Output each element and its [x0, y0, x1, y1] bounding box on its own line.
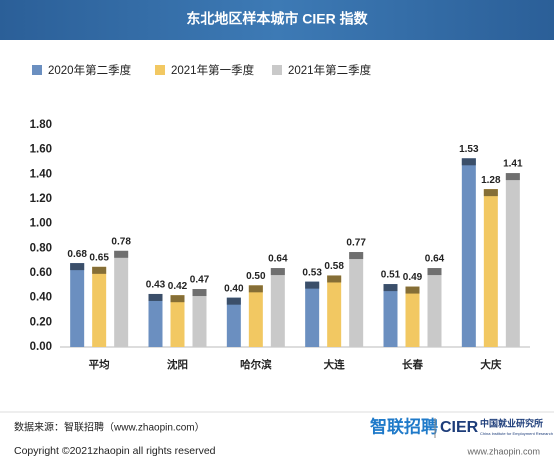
logo-cier-en: China Institute for Employment Research: [480, 431, 553, 436]
bar-cap: [170, 295, 185, 303]
bar: [505, 173, 520, 347]
y-tick-label: 1.80: [30, 119, 52, 131]
y-tick-label: 0.20: [30, 316, 52, 328]
bar: [405, 286, 420, 347]
bar: [461, 158, 476, 347]
bar: [427, 268, 442, 347]
bar: [148, 293, 163, 347]
bar-cap: [505, 173, 520, 181]
bar: [349, 252, 364, 347]
bar: [92, 266, 107, 347]
bar: [70, 263, 85, 347]
value-label: 0.40: [224, 283, 244, 294]
bar-cap: [270, 268, 285, 276]
value-label: 0.50: [246, 271, 266, 282]
legend-label: 2021年第一季度: [171, 63, 255, 77]
bar: [192, 289, 207, 347]
y-tick-label: 0.40: [30, 292, 52, 304]
source: 数据来源：智联招聘（www.zhaopin.com）: [14, 421, 205, 434]
value-label: 0.77: [346, 238, 366, 249]
x-tick-label: 平均: [89, 358, 110, 371]
value-label: 0.49: [403, 272, 423, 283]
copyright: Copyright ©2021zhaopin all rights reserv…: [14, 445, 216, 457]
bar: [483, 189, 498, 347]
value-label: 1.41: [503, 159, 523, 170]
bar: [170, 295, 185, 347]
x-tick-label: 沈阳: [167, 358, 188, 371]
bar-cap: [114, 250, 129, 258]
x-tick-label: 哈尔滨: [240, 358, 272, 371]
value-label: 0.64: [425, 254, 445, 265]
y-tick-label: 0.80: [30, 242, 52, 254]
value-label: 1.28: [481, 175, 501, 186]
legend-swatch: [32, 65, 42, 75]
value-label: 1.53: [459, 144, 479, 155]
value-label: 0.47: [190, 275, 210, 286]
bar: [248, 285, 263, 347]
value-label: 0.43: [146, 280, 166, 291]
bar: [114, 250, 129, 347]
legend-label: 2020年第二季度: [48, 63, 132, 77]
y-tick-label: 1.20: [30, 193, 52, 205]
bar-cap: [92, 266, 107, 274]
header-band: [0, 0, 554, 40]
bar-cap: [405, 286, 420, 294]
bar: [226, 297, 241, 347]
legend-label: 2021年第二季度: [288, 63, 372, 77]
chart-title: 东北地区样本城市 CIER 指数: [186, 11, 368, 27]
value-label: 0.65: [89, 252, 109, 263]
bar-cap: [70, 263, 85, 271]
bar-cap: [427, 268, 442, 276]
bar: [327, 275, 342, 347]
value-label: 0.51: [381, 270, 401, 281]
bar-cap: [192, 289, 207, 297]
bar: [305, 281, 320, 347]
legend-swatch: [155, 65, 165, 75]
bar-cap: [327, 275, 342, 283]
value-label: 0.78: [111, 236, 131, 247]
value-label: 0.42: [168, 281, 188, 292]
y-tick-label: 1.60: [30, 144, 52, 156]
bar-cap: [226, 297, 241, 305]
bar-cap: [305, 281, 320, 289]
x-tick-label: 大连: [324, 358, 345, 371]
value-label: 0.58: [324, 261, 344, 272]
bar-cap: [148, 293, 163, 301]
y-tick-label: 0.60: [30, 267, 52, 279]
x-tick-label: 长春: [402, 358, 423, 371]
bar-cap: [248, 285, 263, 293]
bar-cap: [461, 158, 476, 166]
logo-cier: CIER: [440, 419, 479, 436]
bar-cap: [483, 189, 498, 197]
value-label: 0.68: [67, 249, 87, 260]
x-tick-label: 大庆: [480, 358, 501, 371]
bar: [270, 268, 285, 347]
value-label: 0.64: [268, 254, 288, 265]
bar: [383, 284, 398, 347]
legend-swatch: [272, 65, 282, 75]
y-tick-label: 0.00: [30, 341, 52, 353]
y-tick-label: 1.00: [30, 218, 52, 230]
y-tick-label: 1.40: [30, 168, 52, 180]
value-label: 0.53: [302, 267, 322, 278]
logo-zhaopin: 智联招聘: [370, 416, 438, 436]
bar-cap: [349, 252, 364, 260]
logo-cier-cn: 中国就业研究所: [480, 417, 543, 428]
bar-cap: [383, 284, 398, 292]
url: www.zhaopin.com: [466, 446, 540, 456]
